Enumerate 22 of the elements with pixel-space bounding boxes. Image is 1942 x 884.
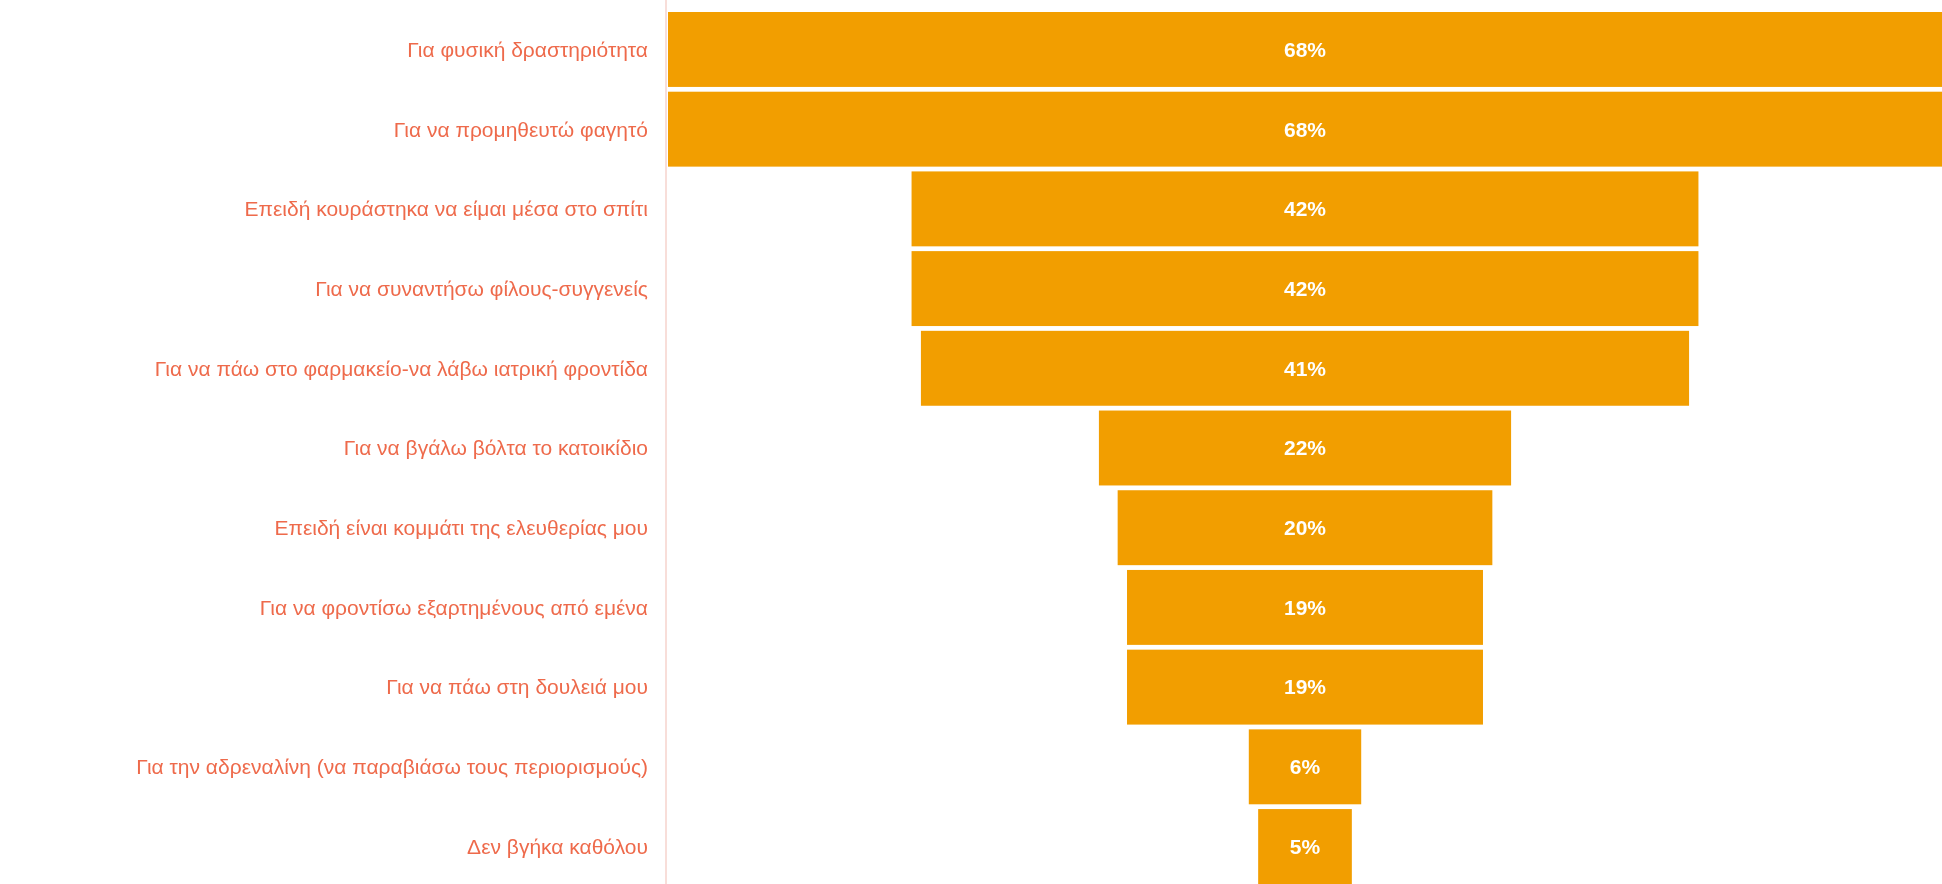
category-label: Δεν βγήκα καθόλου (467, 834, 648, 858)
category-label: Για να πάω στο φαρμακείο-να λάβω ιατρική φροντίδα (154, 356, 648, 380)
data-label: 41% (1283, 356, 1327, 380)
data-label: 19% (1283, 595, 1327, 619)
category-label: Για την αδρεναλίνη (να παραβιάσω τους περιορισμούς) (136, 755, 648, 779)
data-label: 22% (1283, 436, 1327, 460)
category-label: Επειδή κουράστηκα να είμαι μέσα στο σπίτι (244, 197, 649, 221)
category-label: Για να φροντίσω εξαρτημένους από εμένα (259, 595, 648, 619)
category-label: Επειδή είναι κομμάτι της ελευθερίας μου (274, 516, 648, 540)
data-label: 5% (1289, 834, 1321, 858)
category-label: Για φυσική δραστηριότητα (407, 37, 648, 61)
data-label: 19% (1283, 675, 1327, 699)
data-label: 20% (1283, 516, 1327, 540)
data-label: 42% (1283, 197, 1327, 221)
data-label: 6% (1289, 755, 1321, 779)
category-label: Για να βγάλω βόλτα το κατοικίδιο (343, 436, 648, 460)
data-label: 42% (1283, 276, 1327, 300)
category-label: Για να πάω στη δουλειά μου (386, 675, 648, 699)
category-label: Για να συναντήσω φίλους-συγγενείς (315, 276, 648, 300)
category-label: Για να προμηθευτώ φαγητό (393, 117, 648, 141)
data-label: 68% (1283, 117, 1327, 141)
data-label: 68% (1283, 37, 1327, 61)
